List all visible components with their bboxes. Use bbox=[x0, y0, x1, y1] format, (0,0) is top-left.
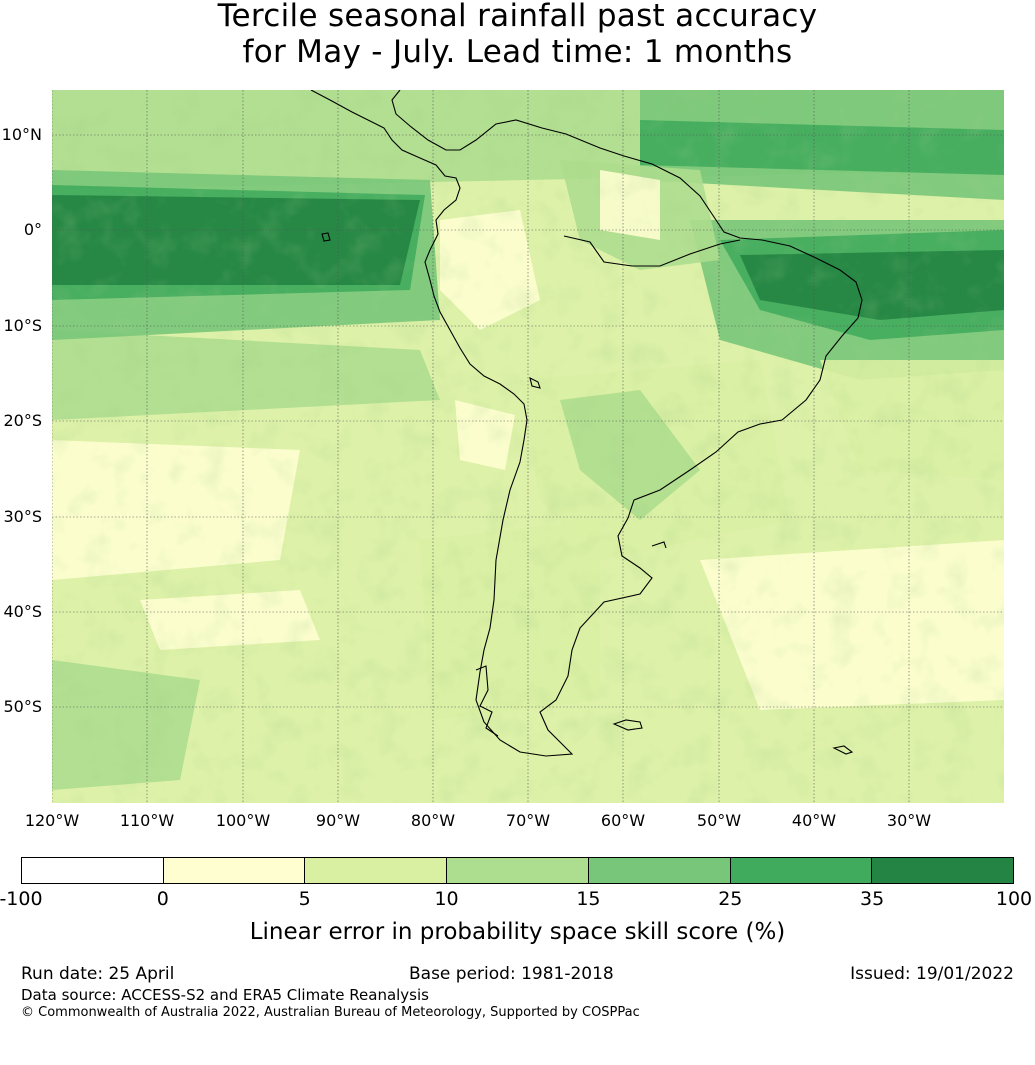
colorbar-tick-label: 35 bbox=[860, 888, 885, 910]
south-america-coastline bbox=[310, 90, 863, 757]
longitude-label: 50°W bbox=[696, 811, 742, 830]
galapagos bbox=[321, 232, 331, 242]
colorbar-bin bbox=[872, 858, 1014, 883]
coastline bbox=[310, 90, 863, 757]
colorbar-tick-label: 25 bbox=[718, 888, 743, 910]
longitude-label: 80°W bbox=[410, 811, 456, 830]
latitude-label: 20°S bbox=[3, 411, 42, 430]
colorbar-label: Linear error in probability space skill … bbox=[249, 919, 786, 945]
south-georgia bbox=[832, 745, 854, 755]
latitude-label: 0° bbox=[23, 220, 42, 239]
graticule bbox=[52, 90, 1004, 803]
colorbar-tick-label: 15 bbox=[576, 888, 601, 910]
latitude-label: 10°S bbox=[3, 316, 42, 335]
colorbar-tick-label: 0 bbox=[156, 888, 169, 910]
colorbar bbox=[21, 857, 1014, 884]
longitude-label: 90°W bbox=[315, 811, 361, 830]
issued-date: Issued: 19/01/2022 bbox=[850, 964, 1014, 984]
colorbar-bin bbox=[447, 858, 589, 883]
latitude-label: 40°S bbox=[3, 602, 42, 621]
colorbar-tick-label: -100 bbox=[0, 888, 43, 910]
longitude-label: 60°W bbox=[600, 811, 646, 830]
colorbar-bin bbox=[730, 858, 873, 883]
data-source: Data source: ACCESS-S2 and ERA5 Climate … bbox=[21, 986, 429, 1004]
colorbar-tick-label: 100 bbox=[995, 888, 1033, 910]
falkland-islands bbox=[612, 719, 643, 731]
map-title-line-1: Tercile seasonal rainfall past accuracy bbox=[217, 0, 818, 34]
colorbar-bin bbox=[588, 858, 731, 883]
patagonia-fjords bbox=[475, 665, 499, 737]
longitude-label: 100°W bbox=[215, 811, 271, 830]
base-period: Base period: 1981-2018 bbox=[409, 964, 614, 984]
latitude-label: 50°S bbox=[3, 697, 42, 716]
longitude-label: 110°W bbox=[119, 811, 175, 830]
latitude-label: 30°S bbox=[3, 507, 42, 526]
run-date: Run date: 25 April bbox=[21, 964, 175, 984]
la-plata-estuary bbox=[651, 541, 667, 549]
amazon-river bbox=[563, 235, 741, 267]
copyright-notice: © Commonwealth of Australia 2022, Austra… bbox=[21, 1005, 640, 1020]
longitude-label: 40°W bbox=[791, 811, 837, 830]
colorbar-bin bbox=[305, 858, 448, 883]
latitude-label: 10°N bbox=[1, 125, 42, 144]
colorbar-bin bbox=[22, 858, 164, 883]
skill-texture bbox=[52, 90, 1004, 803]
longitude-label: 120°W bbox=[24, 811, 80, 830]
skill-score-map bbox=[52, 90, 1004, 803]
longitude-label: 70°W bbox=[505, 811, 551, 830]
map-title-line-2: for May - July. Lead time: 1 months bbox=[242, 34, 793, 70]
longitude-label: 30°W bbox=[886, 811, 932, 830]
colorbar-bin bbox=[163, 858, 306, 883]
colorbar-tick-label: 10 bbox=[434, 888, 459, 910]
colorbar-tick-label: 5 bbox=[298, 888, 311, 910]
lake-titicaca bbox=[529, 376, 541, 389]
